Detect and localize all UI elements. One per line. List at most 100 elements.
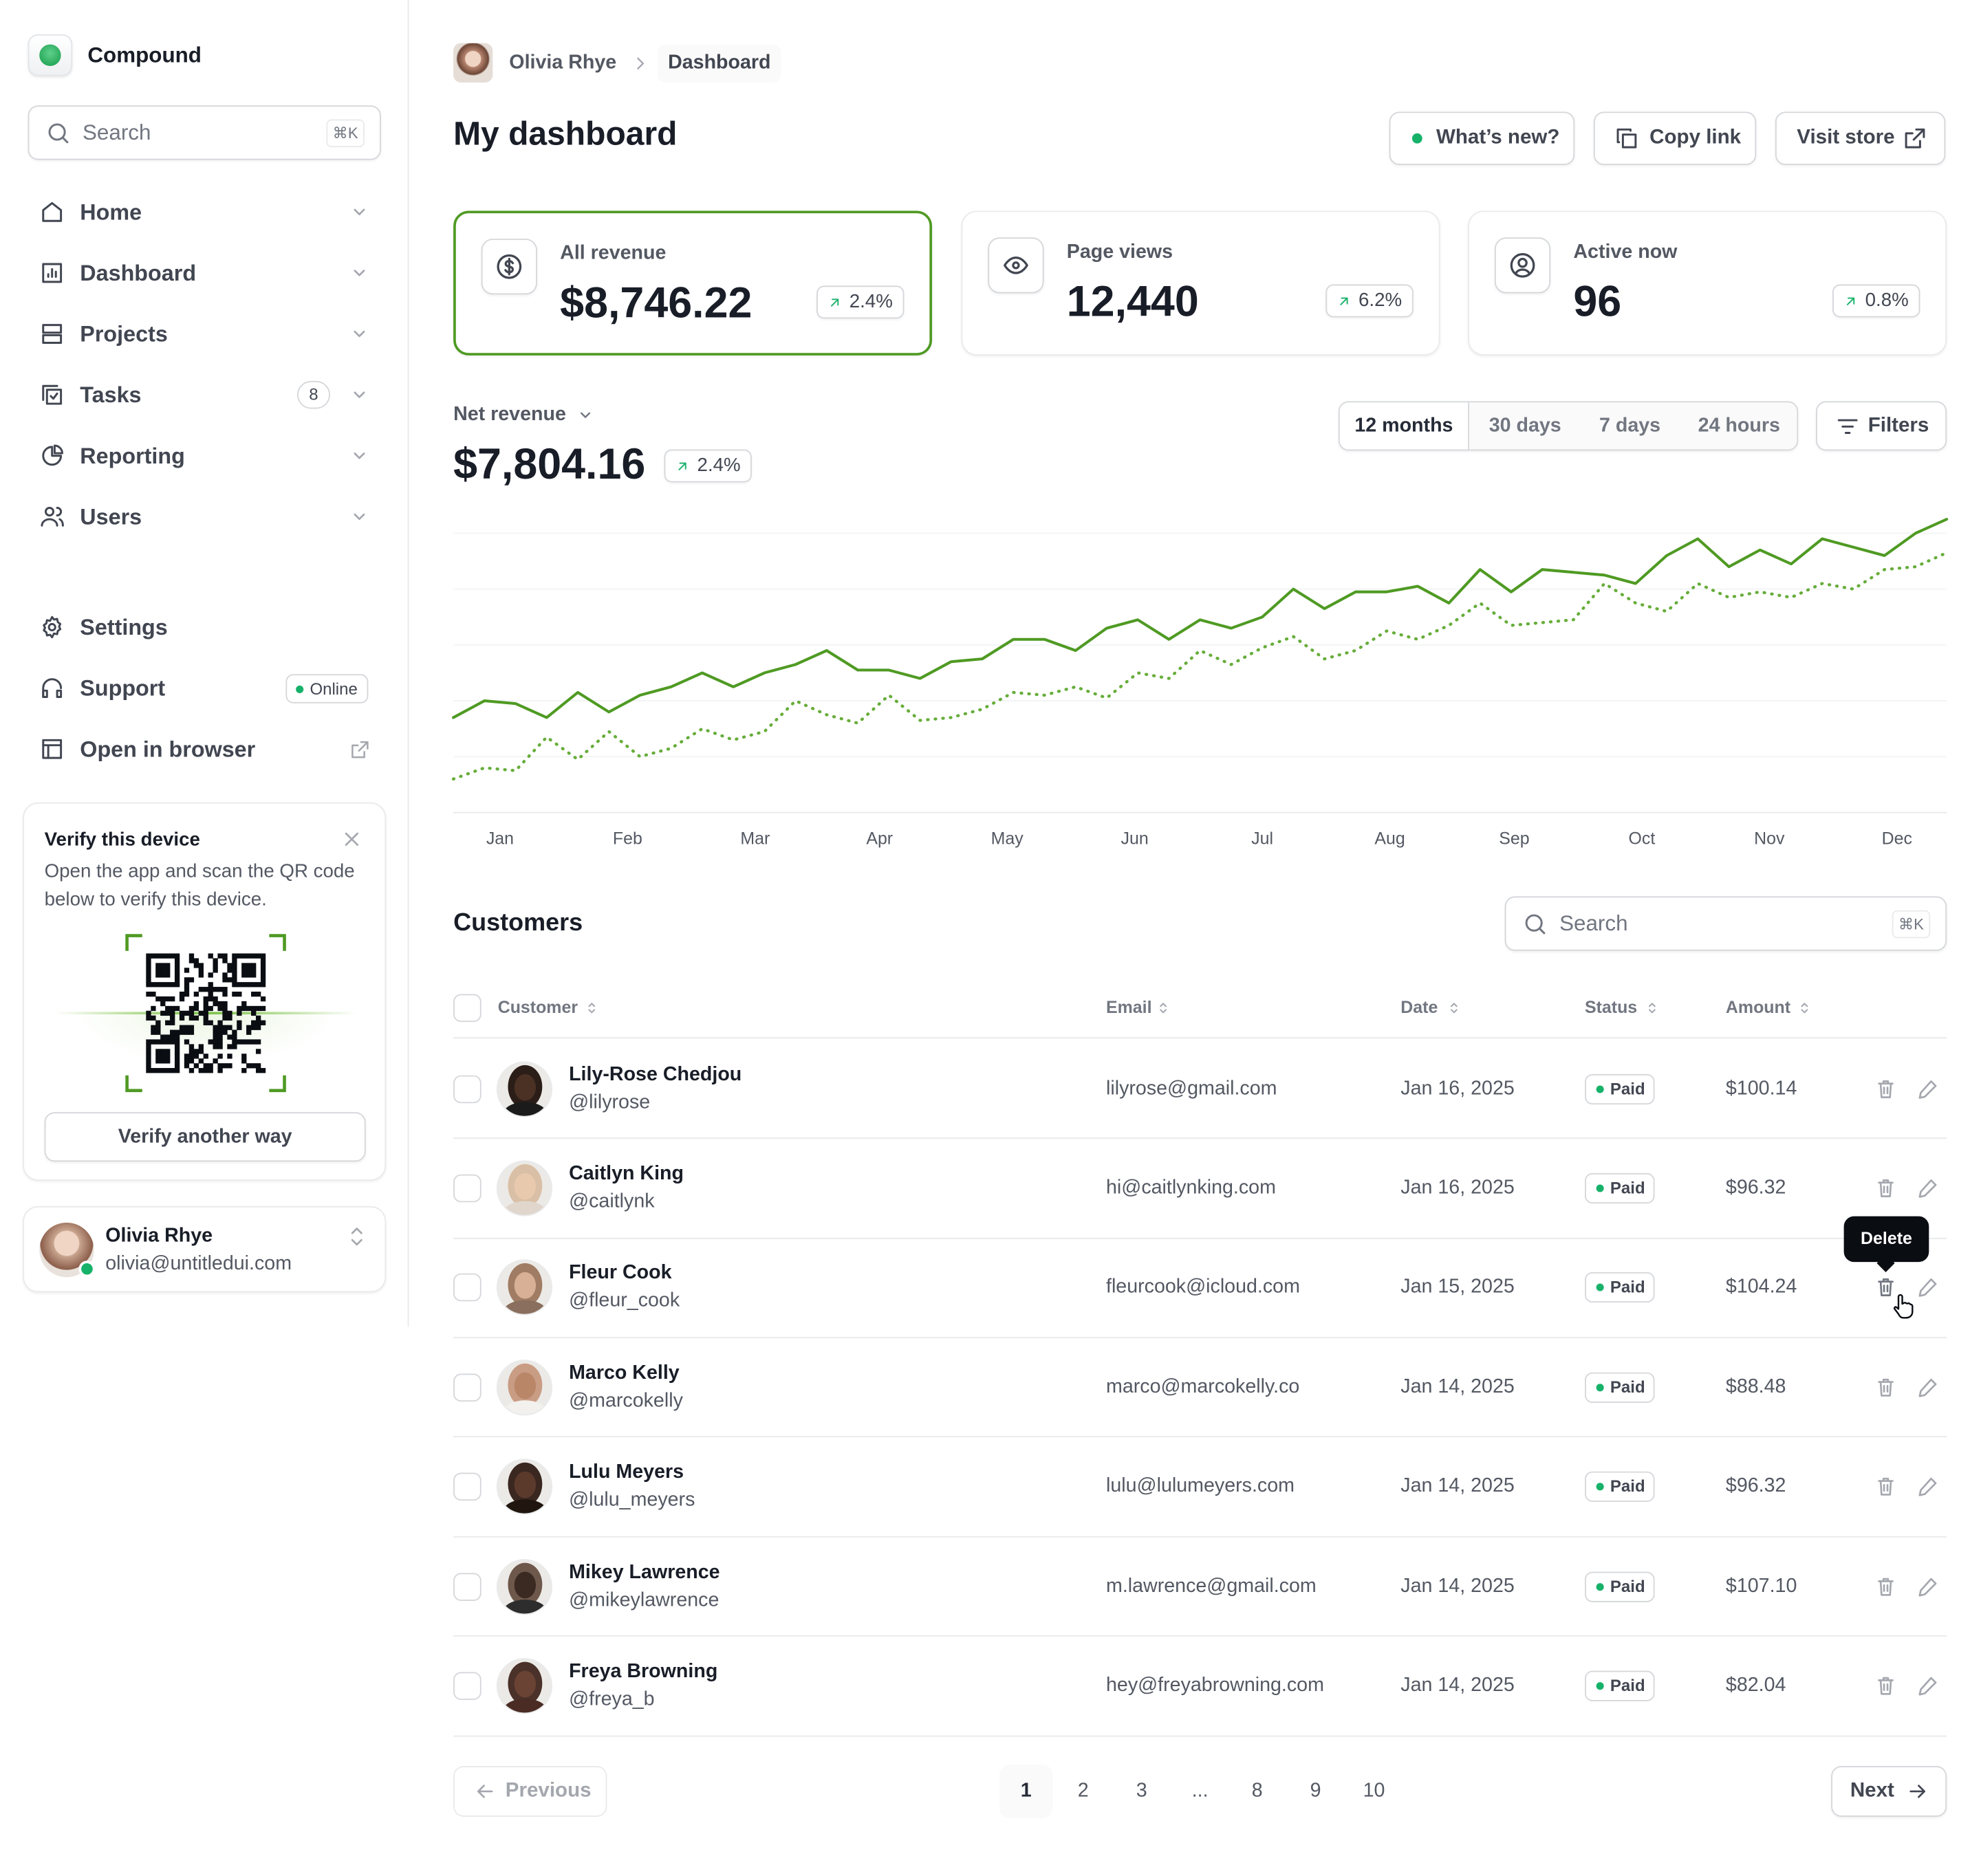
page-number[interactable]: 2 [1077, 1780, 1089, 1802]
qr-module [146, 972, 151, 978]
qr-module [203, 1010, 208, 1016]
avatar-face [514, 1571, 537, 1598]
sort-icon-path [1801, 1003, 1808, 1014]
nav-item[interactable]: Settings [28, 602, 381, 653]
page-number[interactable]: 9 [1310, 1780, 1321, 1802]
filter-icon-path [1837, 419, 1858, 435]
checkbox[interactable] [453, 1472, 481, 1501]
external-icon-path [351, 743, 365, 758]
range-tab[interactable]: 24 hours [1678, 402, 1797, 450]
delete-icon[interactable] [1874, 1276, 1897, 1299]
customer-date: Jan 14, 2025 [1400, 1375, 1515, 1398]
header-button[interactable]: Visit store [1775, 111, 1946, 165]
customer-date: Jan 14, 2025 [1400, 1675, 1515, 1697]
edit-icon[interactable] [1916, 1177, 1939, 1199]
next-button[interactable]: Next [1831, 1766, 1947, 1817]
qr-module [174, 1034, 180, 1040]
nav-item[interactable]: Support Online [28, 663, 381, 714]
delete-icon-path [1883, 1583, 1889, 1591]
verify-button[interactable]: Verify another way [44, 1112, 366, 1162]
delete-icon[interactable] [1874, 1177, 1897, 1199]
nav-label: Reporting [80, 442, 185, 468]
column-header: Customer [497, 997, 578, 1016]
page-number[interactable]: 1 [999, 1765, 1053, 1818]
qr-module [222, 1010, 228, 1016]
header-button[interactable]: Copy link [1593, 111, 1757, 165]
avatar-body [503, 1698, 548, 1713]
qr-module [198, 963, 204, 968]
delete-icon[interactable] [1874, 1376, 1897, 1399]
qr-module [227, 1010, 232, 1016]
edit-icon[interactable] [1916, 1376, 1939, 1399]
qr-module [227, 1063, 232, 1069]
edit-icon[interactable] [1916, 1475, 1939, 1498]
range-tab[interactable]: 30 days [1469, 402, 1581, 450]
nav-icon [42, 384, 63, 405]
qr-module [222, 991, 228, 997]
qr-module [260, 972, 266, 978]
qr-module [146, 1058, 151, 1064]
nav-label: Support [80, 675, 166, 701]
nav-item[interactable]: Open in browser [28, 723, 381, 774]
range-tab[interactable]: 7 days [1581, 402, 1679, 450]
page-number[interactable]: ... [1191, 1780, 1209, 1802]
nav-item[interactable]: Projects [28, 309, 381, 360]
page-number[interactable]: 10 [1363, 1780, 1385, 1802]
qr-module [232, 1034, 237, 1040]
delete-icon[interactable] [1874, 1675, 1897, 1697]
cursor [1893, 1294, 1914, 1319]
qr-module [203, 1005, 208, 1012]
qr-module [203, 987, 208, 992]
avatar-face [514, 1471, 537, 1498]
delete-icon[interactable] [1874, 1475, 1897, 1498]
header-divider [453, 1037, 1947, 1039]
qr-module [146, 968, 151, 973]
range-tab[interactable]: 12 months [1339, 402, 1469, 450]
edit-icon[interactable] [1916, 1575, 1939, 1597]
close-icon[interactable] [340, 828, 363, 851]
checkbox[interactable] [453, 1274, 481, 1302]
checkbox[interactable] [453, 1074, 481, 1103]
qr-module [237, 982, 242, 988]
checkbox[interactable] [453, 1572, 481, 1601]
verify-title: Verify this device [44, 828, 200, 850]
page-number[interactable]: 3 [1136, 1780, 1147, 1802]
table-search[interactable]: Search ⌘K [1504, 896, 1947, 951]
edit-icon[interactable] [1916, 1077, 1939, 1100]
qr-module [198, 1044, 204, 1049]
qr-module [213, 968, 218, 973]
sidebar-search[interactable]: Search ⌘K [28, 105, 381, 160]
nav-label: Settings [80, 614, 168, 640]
checkbox[interactable] [453, 1672, 481, 1700]
previous-button[interactable]: Previous [453, 1766, 607, 1817]
stat-card[interactable]: All revenue $8,746.22 2.4% [453, 210, 933, 356]
qr-module [255, 1025, 261, 1030]
qr-module [151, 1025, 156, 1030]
checkbox[interactable] [453, 1174, 481, 1203]
avatar-body [503, 1399, 548, 1415]
page-number[interactable]: 8 [1251, 1780, 1263, 1802]
delete-icon[interactable] [1874, 1077, 1897, 1100]
qr-module [160, 963, 166, 968]
button-label: What’s new? [1436, 127, 1560, 149]
header-button[interactable]: What’s new? [1389, 111, 1575, 165]
edit-icon[interactable] [1916, 1276, 1939, 1299]
nav-icon-path [47, 268, 57, 278]
edit-icon[interactable] [1916, 1675, 1939, 1697]
qr-module [222, 1005, 228, 1012]
checkbox[interactable] [453, 994, 481, 1023]
status-dot [1596, 1084, 1604, 1093]
nav-item[interactable]: Users [28, 491, 381, 542]
nav-item[interactable]: Tasks 8 [28, 369, 381, 420]
qr-module [213, 1034, 218, 1040]
nav-item[interactable]: Home [28, 186, 381, 237]
delete-icon[interactable] [1874, 1575, 1897, 1597]
avatar-face [514, 1670, 537, 1698]
qr-module [208, 987, 213, 992]
user-card[interactable]: Olivia Rhye olivia@untitledui.com [23, 1206, 387, 1293]
nav-item[interactable]: Reporting [28, 430, 381, 481]
nav-item[interactable]: Dashboard [28, 248, 381, 298]
qr-module [237, 1010, 242, 1016]
filters-button[interactable]: Filters [1816, 401, 1947, 451]
checkbox[interactable] [453, 1373, 481, 1401]
